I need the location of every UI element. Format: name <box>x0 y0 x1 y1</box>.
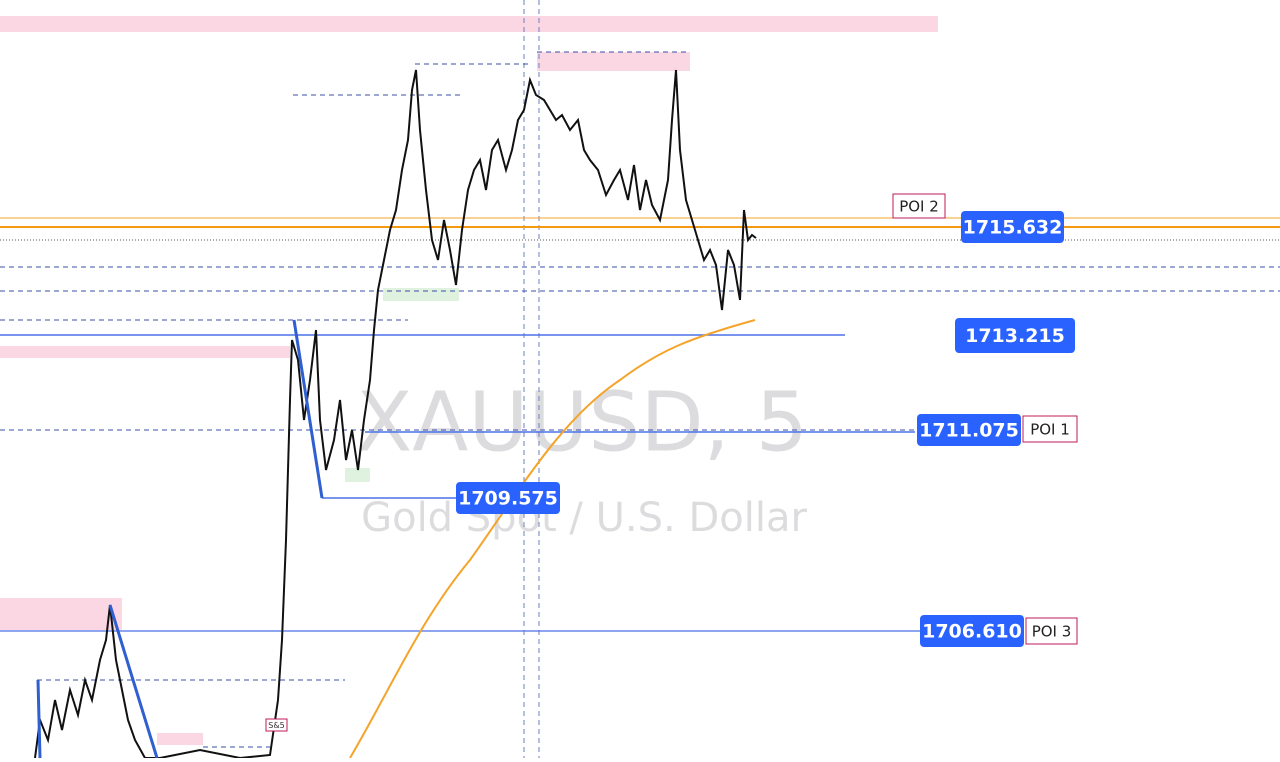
swing-line <box>108 604 159 759</box>
price-label <box>456 482 560 514</box>
poi-label <box>1022 415 1078 443</box>
supply-zone <box>0 346 290 358</box>
price-label <box>955 318 1075 353</box>
price-label <box>961 211 1064 243</box>
marker-label: S&5 <box>268 721 284 730</box>
price-label-text: 1706.610 <box>922 621 1022 643</box>
swing-line <box>36 679 42 759</box>
price-label-text: 1715.632 <box>963 217 1063 239</box>
supply-zone <box>157 733 203 745</box>
price-label <box>920 615 1024 647</box>
poi-label-text: POI 1 <box>1030 421 1070 439</box>
swing-line <box>292 319 324 499</box>
price-label-text: 1711.075 <box>919 420 1019 442</box>
poi-label <box>892 193 946 219</box>
demand-zone <box>383 288 459 301</box>
poi-label <box>1025 617 1078 645</box>
watermark-description: Gold Spot / U.S. Dollar <box>361 495 807 541</box>
poi-label-text: POI 3 <box>1032 623 1072 641</box>
price-candles <box>34 69 757 760</box>
supply-zone <box>537 52 690 71</box>
marker-box <box>265 718 288 732</box>
price-label <box>917 414 1021 446</box>
price-label-text: 1713.215 <box>965 325 1065 347</box>
moving-average <box>349 319 756 759</box>
watermark-symbol: XAUUSD, 5 <box>356 375 808 470</box>
supply-zone <box>0 598 122 630</box>
demand-zone <box>345 468 370 482</box>
poi-label-text: POI 2 <box>899 198 939 216</box>
price-label-text: 1709.575 <box>458 488 558 510</box>
supply-zone <box>0 16 938 32</box>
